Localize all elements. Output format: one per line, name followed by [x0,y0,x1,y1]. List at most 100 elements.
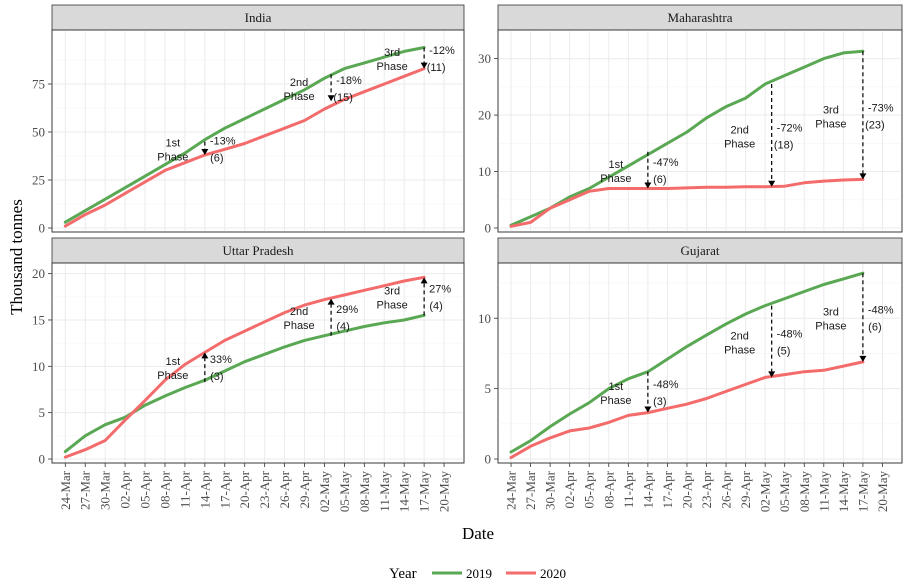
x-tick-label: 23-Apr [699,470,714,508]
change-days-label: (11) [427,62,446,74]
series-line-2019 [63,46,426,224]
panel-border [51,262,465,464]
y-tick-label: 20 [32,266,45,281]
y-tick-label: 10 [32,359,45,374]
panel-strip [497,4,903,31]
change-days-label: (4) [429,300,442,312]
change-percent-label: 33% [210,354,232,366]
y-tick-label: 5 [39,405,46,420]
phase-label: 3rd [384,47,400,59]
y-tick-label: 0 [39,452,46,467]
y-tick-label: 15 [32,312,45,327]
phase-label: 1st [165,137,180,149]
x-tick-label: 14-Apr [197,470,212,508]
x-tick-label: 17-Apr [660,470,675,508]
change-days-label: (3) [653,396,666,408]
change-arrowhead [420,277,428,284]
change-percent-label: -48% [653,379,679,391]
x-tick-label: 24-Mar [58,470,73,510]
x-tick-label: 02-May [317,471,332,513]
phase-label: 1st [165,356,180,368]
x-tick-label: 11-May [377,471,392,512]
x-tick-label: 05-Apr [138,470,153,508]
panel-maharashtra: Maharashtra 0 10 20 30 -47% (6) 1st Phase -72% (18… [478,4,903,236]
change-percent-label: 29% [336,304,358,316]
phase-label: Phase [377,299,408,311]
panel-background [497,262,903,464]
x-tick-label: 29-Apr [738,470,753,508]
phase-label: 2nd [730,330,748,342]
panel-india: India 0 25 50 75 -13% (6) 1st Phase -18% (15) 2nd Ph… [32,4,465,236]
phase-label: 3rd [384,285,400,297]
panel-strip [51,237,465,264]
series-line-2019 [509,271,865,454]
change-percent-label: -12% [429,45,455,57]
x-tick-label: 05-May [777,471,792,513]
series-line-2020 [509,177,865,228]
change-arrowhead [859,355,867,362]
y-tick-label: 5 [485,381,492,396]
x-tick-label: 02-May [758,471,773,513]
y-tick-label: 75 [32,77,45,92]
phase-label: Phase [600,395,631,407]
x-tick-label: 30-Mar [98,470,113,510]
x-tick-label: 11-May [816,471,831,512]
x-tick-label: 30-Mar [543,470,558,510]
change-percent-label: -47% [653,157,679,169]
change-percent-label: -13% [210,135,236,147]
y-axis-title: Thousand tonnes [7,199,26,315]
change-days-label: (3) [210,371,223,383]
change-percent-label: 27% [429,283,451,295]
phase-label: 2nd [290,77,308,89]
x-tick-label: 23-Apr [257,470,272,508]
y-tick-label: 10 [478,311,491,326]
change-arrowhead [859,173,867,180]
panel-border [497,29,903,233]
phase-label: 2nd [290,306,308,318]
change-percent-label: -48% [868,305,894,317]
x-tick-label: 05-May [337,471,352,513]
panel-strip [497,237,903,264]
x-tick-label: 20-May [875,471,890,513]
x-tick-label: 02-Apr [118,470,133,508]
x-tick-label: 17-Apr [217,470,232,508]
y-tick-label: 0 [39,221,46,236]
chart-panels: India0255075-13%(6)1stPhase-18%(15)2ndPh… [32,4,903,513]
panel-title: Uttar Pradesh [222,243,294,258]
change-days-label: (6) [210,152,223,164]
x-tick-label: 08-May [357,471,372,513]
change-days-label: (4) [336,321,349,333]
change-arrowhead [327,298,335,305]
x-tick-label: 20-Apr [237,470,252,508]
panel-gujarat: Gujarat 0 5 10 24-Mar 27-Mar 30-Mar 02-Apr 05-Ap… [478,237,903,513]
phase-label: 1st [609,381,624,393]
change-arrowhead [768,371,776,378]
x-tick-label: 05-Apr [582,470,597,508]
panel-title: Gujarat [681,243,720,258]
x-tick-label: 08-Apr [601,470,616,508]
legend-label-2019: 2019 [466,566,492,581]
change-days-label: (5) [777,345,790,357]
panel-title: Maharashtra [668,10,733,25]
change-percent-label: -73% [868,102,894,114]
phase-label: Phase [157,370,188,382]
x-tick-label: 02-Apr [562,470,577,508]
panel-background [51,29,465,233]
x-tick-label: 11-Apr [621,470,636,508]
phase-label: Phase [283,91,314,103]
y-tick-label: 20 [478,108,491,123]
y-tick-label: 0 [485,452,492,467]
change-days-label: (6) [653,174,666,186]
change-percent-label: -72% [777,122,803,134]
panel-strip [51,4,465,31]
x-tick-label: 14-May [397,471,412,513]
change-days-label: (15) [333,92,353,104]
x-tick-label: 14-May [836,471,851,513]
y-tick-label: 30 [478,51,491,66]
change-arrowhead [201,149,209,156]
x-tick-label: 20-May [437,471,452,513]
y-tick-label: 10 [478,164,491,179]
x-tick-label: 26-Apr [277,470,292,508]
y-tick-label: 50 [32,125,45,140]
